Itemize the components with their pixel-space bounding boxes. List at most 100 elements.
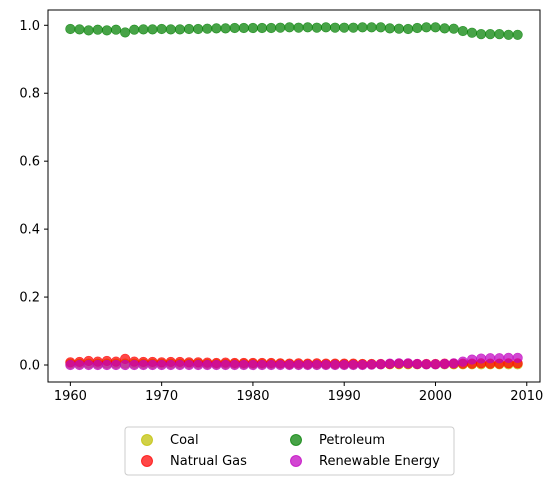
point-petroleum <box>247 22 259 34</box>
point-petroleum <box>339 22 350 33</box>
point-petroleum <box>311 22 322 33</box>
point-renewable-energy <box>494 353 505 364</box>
x-tick-label: 1970 <box>145 389 178 404</box>
point-renewable-energy <box>466 354 478 365</box>
point-renewable-energy <box>275 359 286 371</box>
point-renewable-energy <box>238 359 249 371</box>
x-axis: 1960 1970 1980 1990 2000 2010 <box>54 382 543 404</box>
point-renewable-energy <box>476 353 487 364</box>
point-petroleum <box>503 29 514 40</box>
legend-label-petroleum: Petroleum <box>319 433 385 448</box>
x-tick-label: 2010 <box>510 389 543 404</box>
point-petroleum <box>165 24 176 35</box>
point-petroleum <box>65 23 76 35</box>
point-renewable-energy <box>193 359 204 371</box>
x-tick-label: 1960 <box>54 389 87 404</box>
point-petroleum <box>183 23 195 35</box>
legend-marker-natural-gas <box>141 455 153 467</box>
point-petroleum <box>83 25 94 36</box>
y-tick-label: 0.0 <box>19 359 40 374</box>
point-renewable-energy <box>174 359 185 371</box>
point-petroleum <box>193 23 204 35</box>
point-petroleum <box>439 23 450 34</box>
point-petroleum <box>485 29 496 40</box>
point-petroleum <box>110 24 122 35</box>
point-petroleum <box>284 22 295 33</box>
point-renewable-energy <box>485 353 496 364</box>
point-petroleum <box>293 22 304 33</box>
point-renewable-energy <box>293 359 304 371</box>
point-renewable-energy <box>320 359 332 371</box>
point-petroleum <box>220 23 231 34</box>
point-renewable-energy <box>512 352 523 363</box>
point-renewable-energy <box>302 359 313 371</box>
point-renewable-energy <box>329 359 341 371</box>
point-petroleum <box>412 22 423 34</box>
point-renewable-energy <box>110 359 122 371</box>
point-renewable-energy <box>430 359 441 370</box>
point-petroleum <box>92 24 103 35</box>
point-renewable-energy <box>92 359 103 371</box>
x-tick-label: 1980 <box>236 389 269 404</box>
point-petroleum <box>101 25 112 36</box>
data-points <box>65 22 523 371</box>
point-renewable-energy <box>311 359 322 371</box>
point-petroleum <box>430 22 441 33</box>
point-renewable-energy <box>375 359 386 370</box>
point-petroleum <box>229 22 240 34</box>
point-renewable-energy <box>448 358 459 369</box>
point-petroleum <box>357 22 368 33</box>
point-petroleum <box>156 23 167 35</box>
point-renewable-energy <box>439 358 450 370</box>
point-petroleum <box>466 27 478 38</box>
point-renewable-energy <box>256 359 268 371</box>
point-petroleum <box>448 23 459 34</box>
point-petroleum <box>421 22 432 33</box>
point-petroleum <box>147 24 158 35</box>
point-renewable-energy <box>348 359 359 371</box>
point-renewable-energy <box>393 358 405 369</box>
point-petroleum <box>384 23 395 34</box>
plot-area <box>47 9 541 383</box>
point-renewable-energy <box>101 359 112 371</box>
point-renewable-energy <box>339 359 350 371</box>
legend-label-renewable-energy: Renewable Energy <box>319 454 440 469</box>
point-renewable-energy <box>120 359 131 371</box>
legend-marker-coal <box>141 434 153 446</box>
point-petroleum <box>211 23 222 34</box>
point-petroleum <box>238 22 249 34</box>
point-petroleum <box>256 22 268 34</box>
point-petroleum <box>174 24 185 35</box>
point-petroleum <box>393 23 405 34</box>
point-petroleum <box>457 25 468 37</box>
point-petroleum <box>512 29 523 40</box>
y-axis: 0.0 0.2 0.4 0.6 0.8 1.0 <box>19 19 48 374</box>
point-petroleum <box>120 27 131 38</box>
point-renewable-energy <box>220 359 231 371</box>
point-renewable-energy <box>156 359 167 371</box>
point-renewable-energy <box>421 359 432 370</box>
point-renewable-energy <box>65 359 76 371</box>
point-renewable-energy <box>74 359 85 371</box>
point-renewable-energy <box>403 358 414 369</box>
legend-label-natural-gas: Natrual Gas <box>170 454 247 469</box>
y-tick-label: 0.6 <box>19 155 40 170</box>
point-petroleum <box>266 22 277 34</box>
point-renewable-energy <box>165 359 176 371</box>
x-tick-label: 1990 <box>328 389 361 404</box>
point-petroleum <box>275 22 286 33</box>
legend-box <box>124 426 455 476</box>
y-tick-label: 1.0 <box>19 19 40 34</box>
point-petroleum <box>138 24 149 35</box>
point-renewable-energy <box>503 352 514 363</box>
point-renewable-energy <box>247 359 259 371</box>
point-renewable-energy <box>202 359 213 371</box>
legend-marker-petroleum <box>290 434 302 446</box>
point-petroleum <box>366 22 377 33</box>
point-petroleum <box>302 22 313 33</box>
legend-marker-renewable-energy <box>290 455 302 467</box>
y-tick-label: 0.8 <box>19 87 40 102</box>
point-renewable-energy <box>229 359 240 371</box>
y-tick-label: 0.4 <box>19 223 40 238</box>
